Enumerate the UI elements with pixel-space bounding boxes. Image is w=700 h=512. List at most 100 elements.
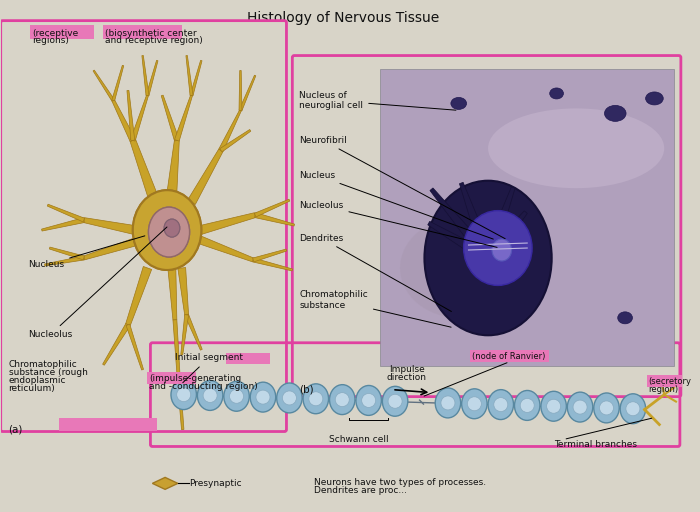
Text: Neurofibril: Neurofibril — [299, 136, 505, 239]
Polygon shape — [83, 218, 136, 234]
Polygon shape — [186, 55, 193, 96]
Ellipse shape — [133, 190, 202, 270]
Ellipse shape — [164, 219, 180, 237]
Polygon shape — [174, 95, 193, 141]
Ellipse shape — [541, 391, 566, 421]
Ellipse shape — [148, 207, 190, 257]
Polygon shape — [253, 258, 293, 271]
Ellipse shape — [362, 393, 376, 408]
Bar — [226, 353, 270, 364]
Text: (a): (a) — [8, 424, 23, 435]
Polygon shape — [173, 319, 181, 380]
Bar — [30, 25, 94, 38]
Ellipse shape — [424, 181, 552, 335]
Ellipse shape — [463, 210, 532, 285]
Ellipse shape — [148, 207, 190, 257]
Ellipse shape — [256, 390, 270, 404]
Ellipse shape — [605, 105, 626, 121]
Ellipse shape — [441, 396, 455, 410]
Polygon shape — [41, 218, 85, 231]
Ellipse shape — [133, 190, 202, 270]
Text: Histology of Nervous Tissue: Histology of Nervous Tissue — [247, 11, 440, 25]
Ellipse shape — [494, 398, 508, 412]
Polygon shape — [167, 140, 179, 193]
Text: Nucleus: Nucleus — [28, 236, 145, 269]
Polygon shape — [48, 204, 85, 222]
Text: (b): (b) — [299, 385, 314, 395]
Polygon shape — [253, 249, 287, 262]
Polygon shape — [153, 477, 178, 489]
Polygon shape — [125, 266, 152, 326]
Polygon shape — [130, 139, 157, 197]
Polygon shape — [126, 324, 144, 370]
Text: endoplasmic: endoplasmic — [8, 376, 66, 385]
Polygon shape — [199, 237, 254, 262]
Text: Impulse: Impulse — [389, 365, 425, 374]
Polygon shape — [430, 188, 493, 262]
Ellipse shape — [547, 399, 561, 413]
Ellipse shape — [451, 97, 466, 110]
Ellipse shape — [330, 385, 355, 415]
Ellipse shape — [488, 109, 664, 188]
Polygon shape — [428, 221, 491, 263]
Polygon shape — [178, 268, 188, 315]
Text: substance (rough: substance (rough — [8, 368, 88, 377]
Text: Chromatophilic
substance: Chromatophilic substance — [299, 290, 451, 327]
Text: Terminal branches: Terminal branches — [554, 439, 636, 449]
Polygon shape — [254, 199, 290, 217]
Ellipse shape — [492, 239, 512, 261]
Ellipse shape — [573, 400, 587, 414]
Ellipse shape — [197, 380, 223, 411]
Ellipse shape — [171, 380, 197, 410]
Text: Neurons have two types of processes.: Neurons have two types of processes. — [314, 478, 489, 487]
Bar — [104, 25, 182, 38]
Text: reticulum): reticulum) — [8, 383, 55, 393]
Text: (biosynthetic center: (biosynthetic center — [106, 29, 197, 37]
Polygon shape — [199, 212, 256, 234]
Ellipse shape — [488, 390, 514, 419]
Polygon shape — [161, 95, 179, 141]
Text: regions): regions) — [32, 36, 69, 45]
Ellipse shape — [520, 398, 534, 412]
Text: Initial segment: Initial segment — [175, 353, 243, 383]
Text: Nucleus of
neuroglial cell: Nucleus of neuroglial cell — [299, 91, 456, 110]
Ellipse shape — [176, 388, 190, 401]
Ellipse shape — [626, 402, 640, 416]
Ellipse shape — [303, 384, 328, 414]
Ellipse shape — [400, 218, 517, 318]
Ellipse shape — [356, 386, 382, 415]
Polygon shape — [220, 130, 251, 152]
Ellipse shape — [276, 383, 302, 413]
Text: direction: direction — [387, 373, 427, 381]
Text: and -conducting region): and -conducting region) — [150, 381, 258, 391]
Bar — [647, 375, 682, 387]
Polygon shape — [168, 270, 177, 320]
Bar — [60, 418, 158, 431]
Polygon shape — [130, 95, 148, 141]
Ellipse shape — [645, 92, 663, 105]
Text: Chromatophilic: Chromatophilic — [8, 360, 77, 369]
Polygon shape — [459, 182, 494, 260]
Text: and receptive region): and receptive region) — [106, 36, 203, 45]
Polygon shape — [239, 75, 255, 111]
Ellipse shape — [461, 389, 487, 419]
Text: Nucleolus: Nucleolus — [299, 201, 497, 247]
Ellipse shape — [224, 381, 249, 411]
Ellipse shape — [309, 392, 323, 406]
Ellipse shape — [620, 394, 645, 424]
Ellipse shape — [164, 219, 180, 237]
Polygon shape — [112, 66, 124, 101]
Polygon shape — [112, 100, 135, 142]
Bar — [380, 69, 674, 366]
Text: Nucleus: Nucleus — [299, 170, 493, 239]
Polygon shape — [188, 149, 223, 204]
Polygon shape — [255, 212, 295, 226]
Polygon shape — [103, 324, 130, 365]
Polygon shape — [146, 60, 158, 96]
Polygon shape — [93, 70, 115, 101]
Ellipse shape — [335, 393, 349, 407]
Text: Dendrites are proc...: Dendrites are proc... — [314, 486, 407, 496]
Ellipse shape — [251, 382, 276, 412]
Ellipse shape — [203, 389, 217, 402]
Text: (impulse-generating: (impulse-generating — [150, 374, 241, 382]
